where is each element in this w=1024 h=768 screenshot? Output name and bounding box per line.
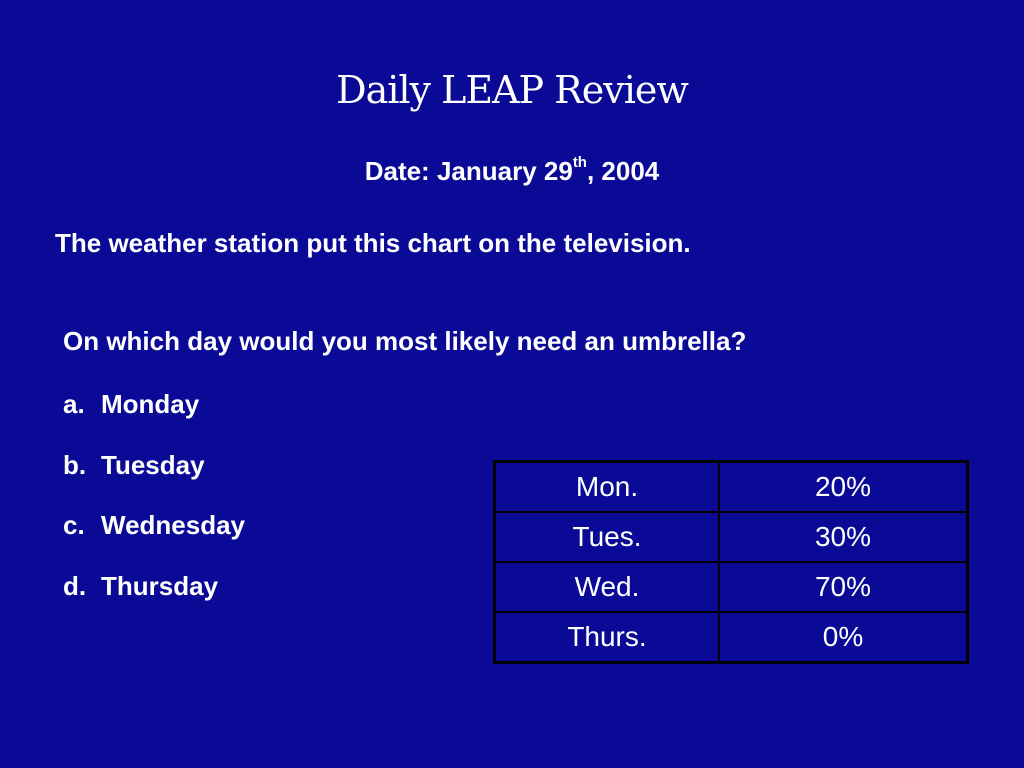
choice-c: c. Wednesday (63, 510, 245, 541)
table-cell-chance: 0% (718, 611, 969, 664)
choice-a: a. Monday (63, 389, 199, 420)
table-cell-chance: 70% (718, 561, 969, 613)
date-superscript: th (572, 154, 587, 171)
choice-text: Tuesday (101, 450, 205, 480)
table-row: Thurs. 0% (493, 611, 969, 664)
choice-letter: c. (63, 510, 85, 540)
table-cell-day: Thurs. (493, 611, 720, 664)
table-row: Tues. 30% (493, 511, 969, 563)
choice-text: Wednesday (101, 510, 246, 540)
choice-text: Monday (101, 389, 200, 419)
rain-chance-table: Mon. 20% Tues. 30% Wed. 70% Thurs. 0% (493, 460, 969, 664)
table-row: Wed. 70% (493, 561, 969, 613)
choice-d: d. Thursday (63, 571, 218, 602)
table-cell-day: Tues. (493, 511, 720, 563)
date-suffix: , 2004 (586, 156, 660, 186)
table-cell-day: Wed. (493, 561, 720, 613)
date-prefix: Date: January 29 (364, 156, 573, 186)
intro-text: The weather station put this chart on th… (55, 228, 691, 258)
table-cell-chance: 20% (718, 460, 969, 513)
choice-text: Thursday (101, 571, 219, 601)
choice-letter: d. (63, 571, 87, 601)
choice-letter: b. (63, 450, 87, 480)
choice-letter: a. (63, 389, 85, 419)
slide-title: Daily LEAP Review (336, 68, 689, 112)
question-text: On which day would you most likely need … (63, 326, 747, 356)
table-cell-day: Mon. (493, 460, 720, 513)
slide-date: Date: January 29th, 2004 (0, 154, 1024, 187)
table-cell-chance: 30% (718, 511, 969, 563)
choice-b: b. Tuesday (63, 450, 205, 481)
table-row: Mon. 20% (493, 460, 969, 513)
